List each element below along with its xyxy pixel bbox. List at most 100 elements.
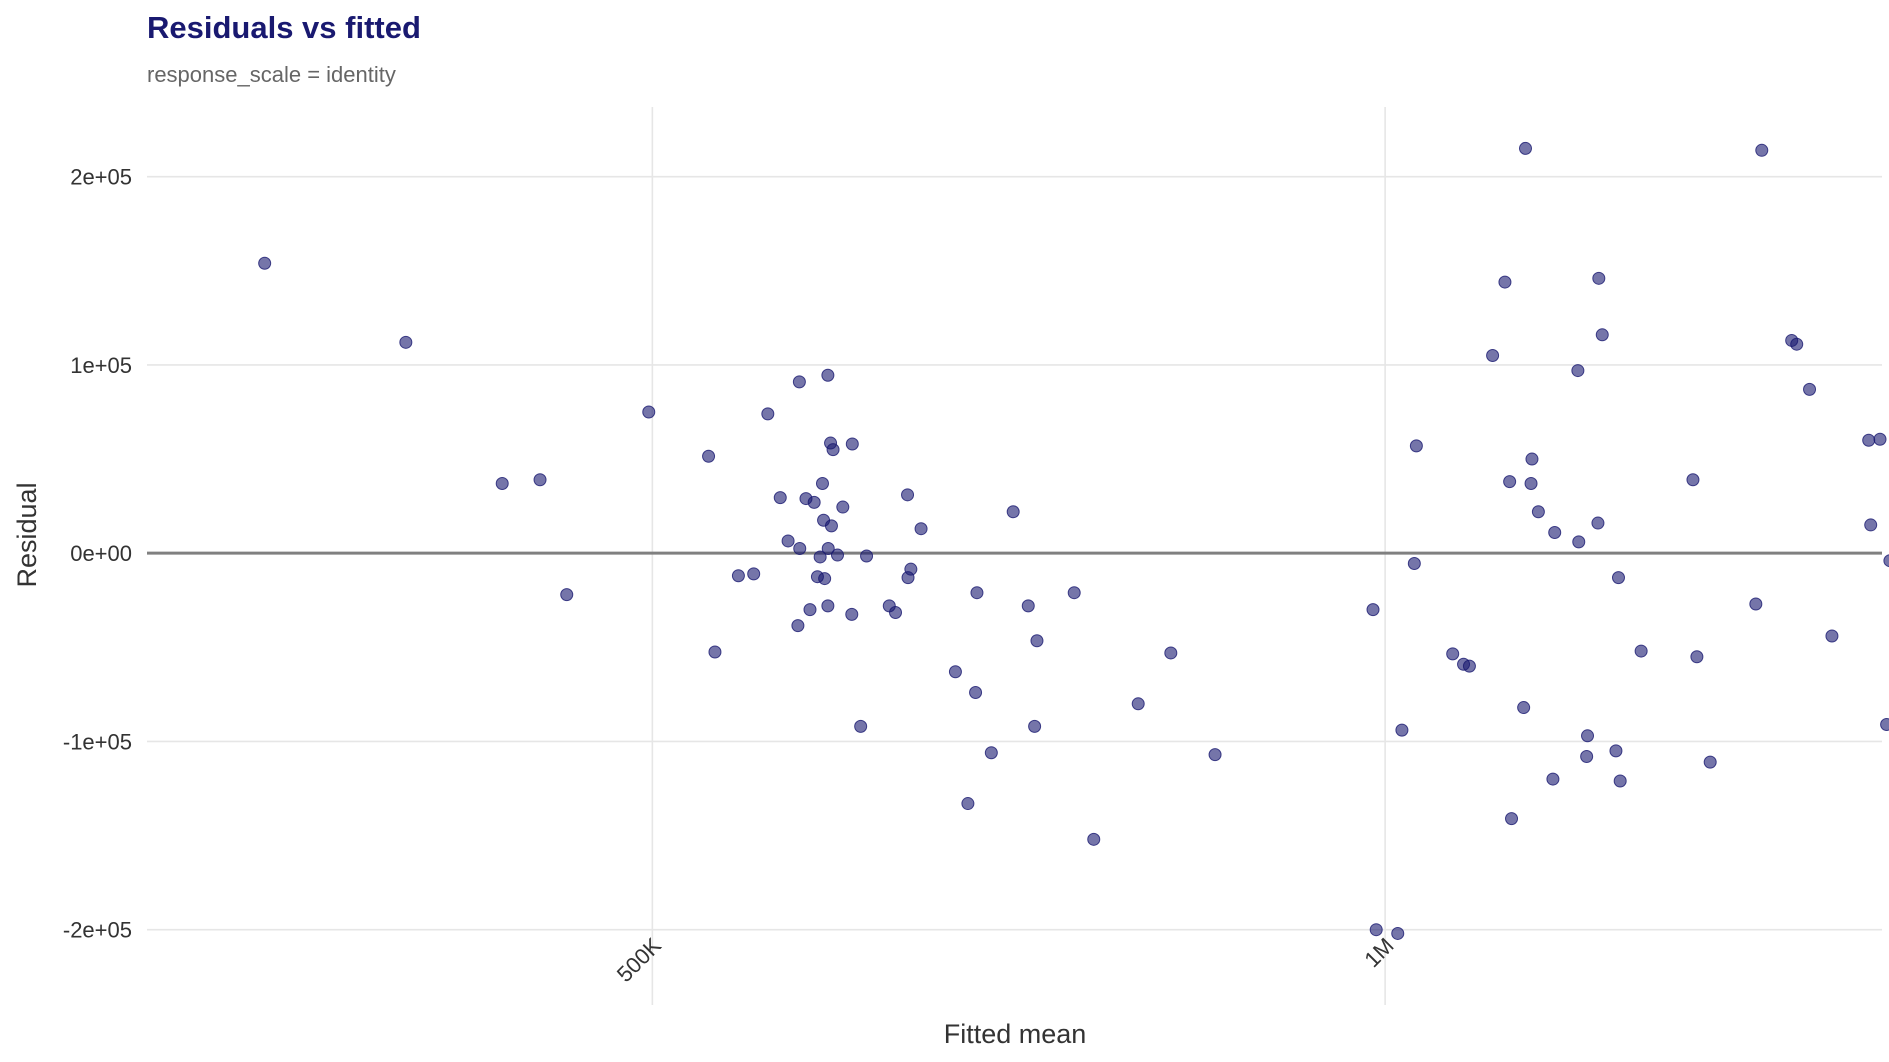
data-point [1369, 923, 1383, 937]
data-point [1591, 516, 1605, 530]
y-axis-ticks: 2e+05 1e+05 0e+00 -1e+05 -2e+05 [63, 165, 132, 943]
data-point [1006, 505, 1020, 519]
data-point [821, 368, 835, 382]
data-point [793, 541, 807, 555]
data-point [1862, 433, 1876, 447]
chart-title: Residuals vs fitted [147, 10, 421, 45]
data-point [1524, 477, 1538, 491]
data-point [731, 569, 745, 583]
data-point [948, 665, 962, 679]
data-point [1634, 644, 1648, 658]
data-point [560, 588, 574, 602]
data-point [1690, 650, 1704, 664]
data-point [860, 549, 874, 563]
data-point [1131, 697, 1145, 711]
data-point [803, 603, 817, 617]
data-point [831, 548, 845, 562]
data-point [1790, 337, 1804, 351]
data-point [1611, 571, 1625, 585]
data-point [1595, 328, 1609, 342]
data-point [821, 599, 835, 613]
data-point [1366, 603, 1380, 617]
data-point [854, 719, 868, 733]
data-point [1030, 634, 1044, 648]
y-axis-label: Residual [12, 482, 42, 587]
data-point [1208, 748, 1222, 762]
grid-lines [147, 107, 1882, 1005]
data-point [1825, 629, 1839, 643]
data-point [258, 256, 272, 270]
data-point [1803, 382, 1817, 396]
data-point [836, 500, 850, 514]
y-tick-label: 2e+05 [70, 165, 132, 190]
data-point [1703, 755, 1717, 769]
data-point [845, 607, 859, 621]
data-point [1572, 535, 1586, 549]
data-point [821, 541, 835, 555]
data-point [1028, 719, 1042, 733]
data-point [1613, 774, 1627, 788]
data-point [1686, 473, 1700, 487]
data-point [1409, 439, 1423, 453]
data-point [1021, 599, 1035, 613]
data-point [1581, 729, 1595, 743]
data-point [969, 685, 983, 699]
data-point [1446, 647, 1460, 661]
data-point [761, 407, 775, 421]
data-point [1395, 723, 1409, 737]
data-point [1755, 143, 1769, 157]
y-tick-label: -1e+05 [63, 729, 132, 754]
data-point [773, 491, 787, 505]
data-point [970, 586, 984, 600]
data-point [533, 473, 547, 487]
data-point [1864, 518, 1878, 532]
x-tick-label: 500K [612, 933, 666, 987]
data-point [1592, 271, 1606, 285]
data-point [889, 605, 903, 619]
data-point [1531, 505, 1545, 519]
data-point [1880, 717, 1889, 731]
data-point [1505, 812, 1519, 826]
data-point [914, 522, 928, 536]
data-point [747, 567, 761, 581]
data-point [845, 437, 859, 451]
data-point [1517, 701, 1531, 715]
data-point [826, 443, 840, 457]
data-point [1873, 432, 1887, 446]
data-point [1883, 554, 1889, 568]
data-point [984, 746, 998, 760]
data-point [904, 562, 918, 576]
data-point [1164, 646, 1178, 660]
y-tick-label: -2e+05 [63, 918, 132, 943]
data-point [1503, 475, 1517, 489]
data-point [1087, 832, 1101, 846]
data-point [824, 519, 838, 533]
data-points [258, 141, 1889, 940]
data-point [1609, 744, 1623, 758]
data-point [1486, 349, 1500, 363]
chart-subtitle: response_scale = identity [147, 62, 396, 87]
x-axis-label: Fitted mean [944, 1019, 1087, 1049]
data-point [1749, 597, 1763, 611]
data-point [961, 797, 975, 811]
data-point [495, 477, 509, 491]
data-point [1462, 659, 1476, 673]
data-point [815, 477, 829, 491]
data-point [781, 534, 795, 548]
data-point [702, 449, 716, 463]
data-point [1407, 557, 1421, 571]
data-point [1525, 452, 1539, 466]
y-tick-label: 0e+00 [70, 541, 132, 566]
data-point [901, 488, 915, 502]
data-point [818, 572, 832, 586]
data-point [1519, 141, 1533, 155]
y-tick-label: 1e+05 [70, 353, 132, 378]
x-axis-ticks: 500K 1M [612, 933, 1399, 987]
data-point [642, 405, 656, 419]
data-point [1546, 772, 1560, 786]
data-point [1067, 586, 1081, 600]
x-tick-label: 1M [1359, 933, 1398, 972]
data-point [399, 335, 413, 349]
data-point [708, 645, 722, 659]
